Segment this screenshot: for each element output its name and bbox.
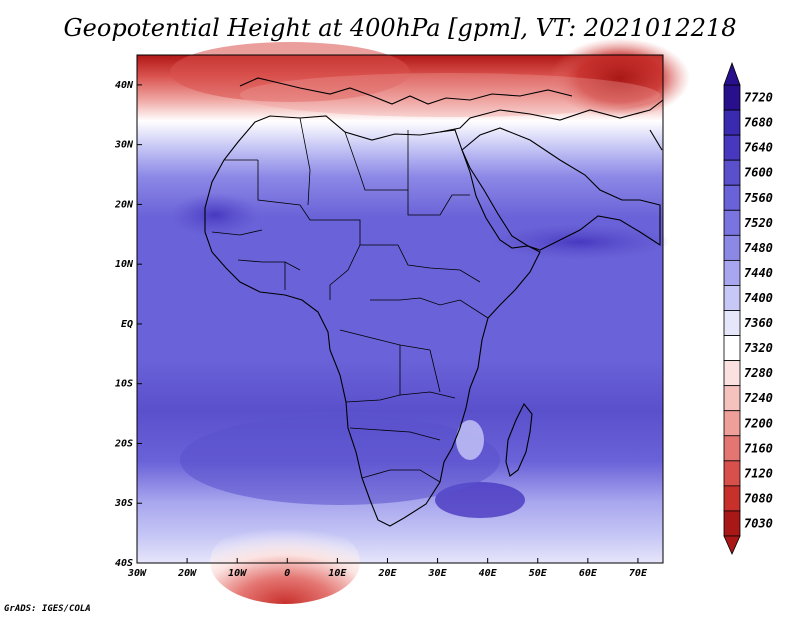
lon-tick-label: 10E [328, 568, 347, 579]
border-line [349, 427, 441, 441]
lat-tick-label: 40N [115, 80, 134, 91]
lon-tick-label: 60E [579, 568, 598, 579]
colorbar-label: 7640 [744, 141, 773, 155]
lon-tick-label: 40E [479, 568, 498, 579]
colorbar-label: 7680 [744, 116, 773, 130]
high-southern-africa [180, 415, 500, 505]
border-line [397, 244, 481, 283]
border-line [361, 469, 441, 483]
lat-tick-label: 10S [115, 379, 133, 390]
border-line [339, 329, 431, 351]
colorbar-segment [723, 485, 741, 512]
colorbar-top-arrow [723, 61, 741, 86]
lat-tick-label: 20S [114, 438, 133, 449]
country-borders [211, 117, 489, 483]
lat-tick-label: 20N [114, 199, 134, 210]
colorbar-segment [723, 285, 741, 311]
colorbar-segment [723, 510, 741, 537]
longitude-ticks: 30W 20W 10W 0 10E 20E 30E 40E 50E 60E 70E [127, 558, 648, 579]
colorbar-segment [723, 209, 741, 236]
colorbar-label: 7240 [744, 391, 773, 405]
colorbar-segment [723, 84, 741, 111]
trough-north [170, 42, 410, 102]
latitude-ticks: 40N 30N 20N 10N EQ 10S 20S 30S 40S [114, 80, 142, 569]
coastlines [204, 77, 664, 527]
colorbar-segment [723, 385, 741, 412]
colorbar-label: 7440 [744, 266, 773, 280]
colorbar-label: 7280 [744, 366, 773, 380]
colorbar-segment [723, 109, 741, 136]
arabian-peninsula [461, 127, 661, 251]
border-line [344, 130, 409, 191]
colorbar-segment [723, 159, 741, 186]
colorbar-label: 7480 [744, 241, 773, 255]
eastern-med-coast [439, 99, 664, 133]
colorbar-segment [723, 410, 741, 437]
high-south [435, 482, 525, 518]
lon-tick-label: 30W [127, 568, 147, 579]
colorbar-segment [723, 435, 741, 462]
lon-tick-label: 10W [228, 568, 247, 579]
india-coast [649, 129, 663, 151]
madagascar-outline [505, 402, 533, 477]
colorbar-segment [723, 360, 741, 387]
colorbar-label: 7360 [744, 316, 773, 330]
colorbar-label: 7080 [744, 491, 773, 505]
lat-tick-label: 10N [115, 259, 134, 270]
map-plot-area [137, 38, 690, 604]
colorbar-segment [723, 134, 741, 161]
lat-tick-label: 30S [114, 498, 133, 509]
lon-tick-label: 20E [377, 568, 397, 579]
border-line [211, 229, 263, 236]
colorbar-label: 7160 [744, 441, 773, 455]
lat-tick-label: 30N [114, 140, 134, 151]
colorbar-label: 7320 [744, 341, 773, 355]
lon-tick-label: 0 [284, 568, 290, 579]
lon-tick-label: 70E [629, 568, 648, 579]
colorbar-label: 7400 [744, 291, 773, 305]
colorbar-label: 7600 [744, 166, 773, 180]
border-line [370, 297, 489, 319]
lon-tick-label: 50E [529, 568, 548, 579]
colorbar-segment [723, 234, 741, 261]
colorbar-label: 7120 [744, 466, 773, 480]
map-title: Geopotential Height at 400hPa [gpm], VT:… [63, 14, 737, 42]
border-line [329, 244, 361, 300]
colorbar-bottom-arrow [723, 535, 741, 555]
europe-coast [239, 77, 573, 105]
lat-tick-label: 40S [115, 558, 133, 569]
border-line [429, 349, 441, 393]
colorbar-label: 7030 [744, 516, 773, 530]
africa-outline [204, 115, 541, 527]
colorbar-segment [723, 184, 741, 211]
map-frame [136, 54, 664, 564]
high-arabian [490, 224, 670, 260]
lat-tick-label: EQ [121, 319, 133, 330]
border-line [299, 117, 311, 206]
high-west-africa [170, 193, 260, 237]
lon-tick-label: 30E [428, 568, 448, 579]
colorbar-segment [723, 310, 741, 336]
footer-credit: GrADS: IGES/COLA [4, 604, 91, 614]
colorbar-segment [723, 460, 741, 487]
trough-northeast [550, 38, 690, 118]
gradient-north [240, 73, 660, 117]
trough-south [210, 520, 360, 604]
colorbar-label: 7720 [744, 91, 773, 105]
colorbar-label: 7200 [744, 416, 773, 430]
local-min-mozambique [456, 420, 484, 460]
lon-tick-label: 20W [177, 568, 197, 579]
border-line [237, 259, 301, 271]
colorbar-segment [723, 259, 741, 286]
colorbar-segment [723, 335, 741, 362]
colorbar-label: 7560 [744, 191, 773, 205]
colorbar: 7720 7680 7640 7600 7560 7520 7480 7440 7400 7360… [723, 61, 773, 555]
border-line [407, 190, 470, 216]
colorbar-label: 7520 [744, 216, 773, 230]
